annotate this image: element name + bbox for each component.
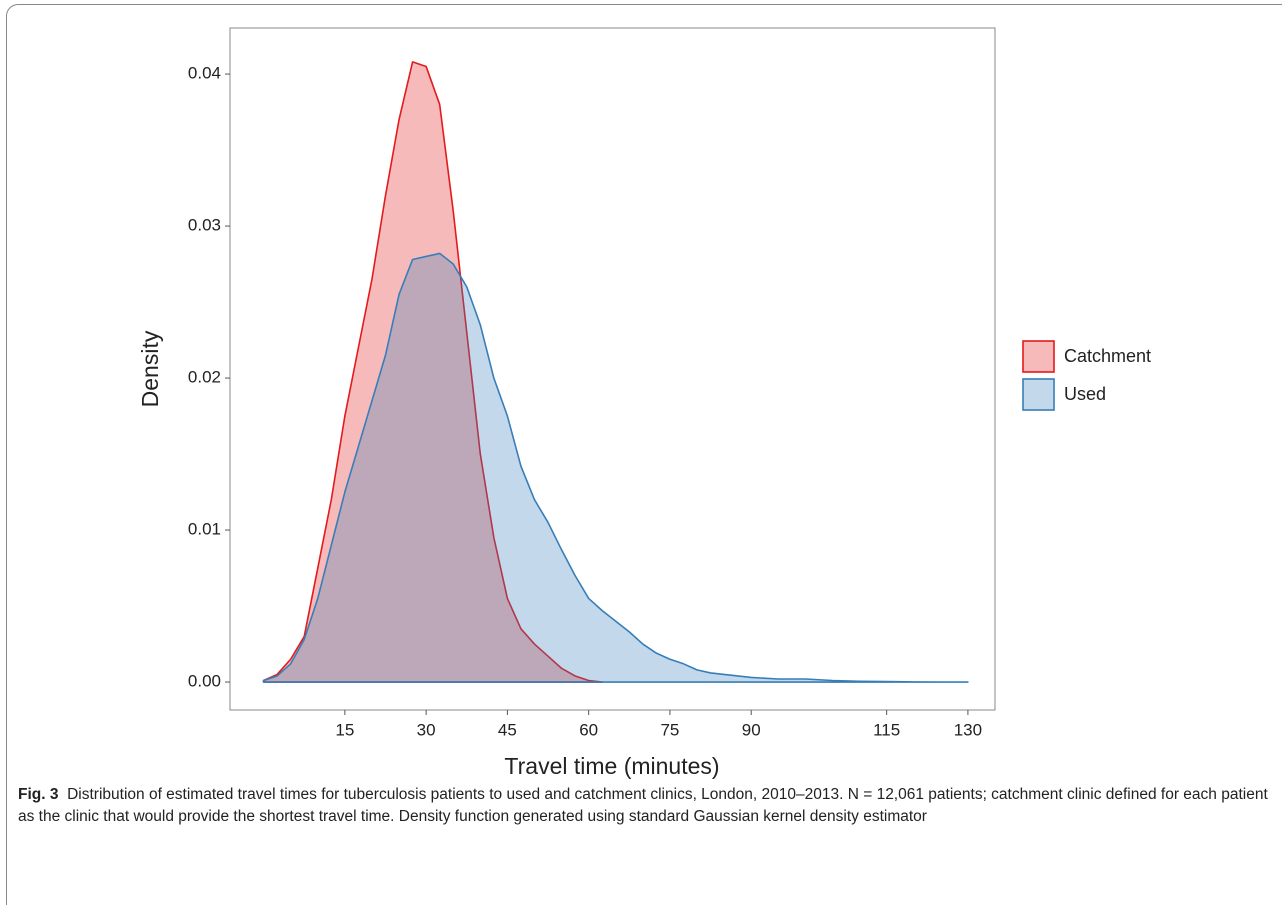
page: {"chart_data": { "type": "area", "x_labe…	[6, 4, 1282, 905]
x-tick-label: 15	[335, 720, 354, 739]
y-tick-label: 0.03	[188, 216, 221, 235]
legend-label: Used	[1064, 384, 1106, 404]
legend-key	[1022, 378, 1055, 411]
y-tick-label: 0.00	[188, 672, 221, 691]
y-tick-label: 0.02	[188, 368, 221, 387]
density-area	[262, 252, 969, 683]
x-tick-label: 90	[742, 720, 761, 739]
legend-key	[1022, 340, 1055, 373]
chart: Travel time (minutes) Density 0.00 0.01 0.…	[137, 27, 1151, 779]
x-tick-label: 30	[417, 720, 436, 739]
y-tick-label: 0.01	[188, 520, 221, 539]
y-axis-title: Density	[137, 330, 163, 407]
plot-panel	[229, 27, 996, 711]
y-tick-label: 0.04	[188, 64, 221, 83]
legend-label: Catchment	[1064, 346, 1151, 366]
x-tick-label: 130	[954, 720, 982, 739]
caption: Fig. 3 Distribution of estimated travel …	[18, 784, 1268, 828]
x-tick-label: 75	[660, 720, 679, 739]
density-area	[262, 61, 604, 683]
x-tick-label: 45	[498, 720, 517, 739]
legend-key	[1022, 378, 1055, 411]
caption-label: Fig. 3	[18, 786, 59, 803]
caption-text: Distribution of estimated travel times f…	[18, 786, 1268, 825]
legend-key	[1022, 340, 1055, 373]
x-axis-title: Travel time (minutes)	[504, 753, 719, 779]
figure-frame	[6, 4, 1282, 905]
x-tick-label: 115	[873, 720, 900, 739]
x-tick-label: 60	[579, 720, 598, 739]
